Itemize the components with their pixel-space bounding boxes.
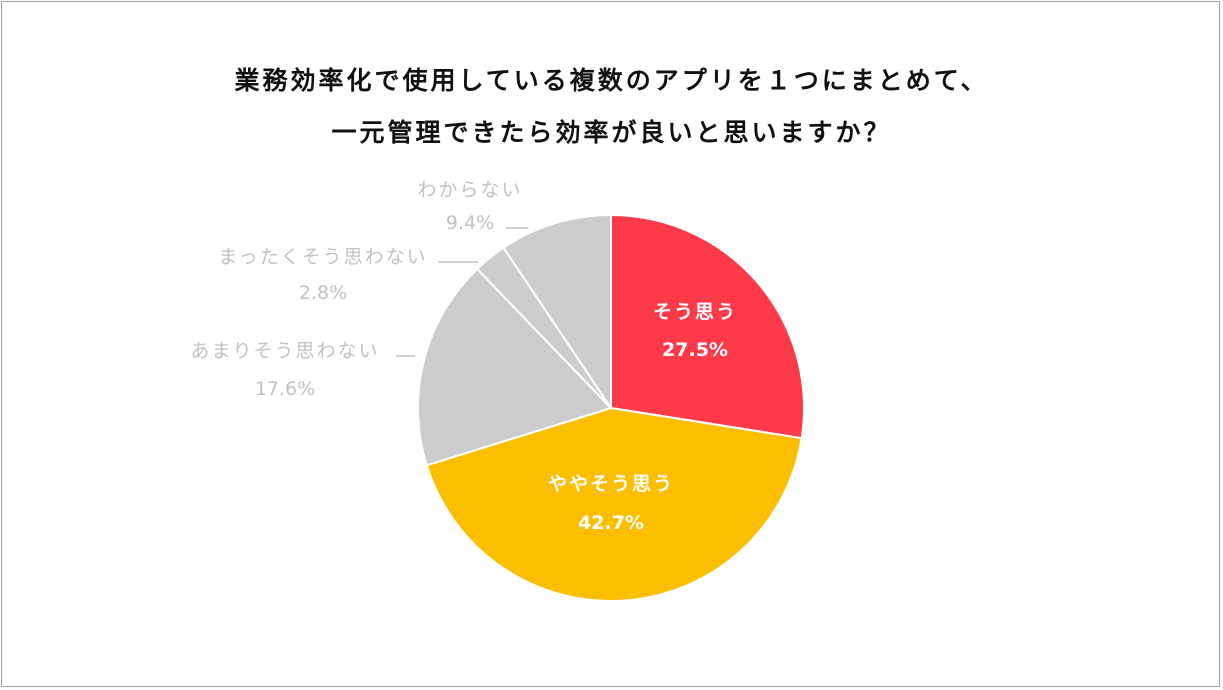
slice-label-amari-sou-omowanai: あまりそう思わない <box>190 340 379 362</box>
slice-value-amari-sou-omowanai: 17.6% <box>255 378 315 400</box>
chart-title-line-2: 一元管理できたら効率が良いと思いますか？ <box>331 118 892 147</box>
pie-slice-wakaranai <box>502 214 612 409</box>
slice-value-sou-omou: 27.5% <box>662 339 728 361</box>
slice-label-sou-omou: そう思う <box>653 301 737 323</box>
slice-value-mattaku-sou-omowanai: 2.8% <box>299 282 347 304</box>
slice-label-wakaranai: わからない <box>417 179 522 201</box>
slice-value-wakaranai: 9.4% <box>446 212 494 234</box>
slice-value-yaya-sou-omou: 42.7% <box>578 512 644 534</box>
slice-label-mattaku-sou-omowanai: まったくそう思わない <box>218 246 427 268</box>
slice-label-yaya-sou-omou: ややそう思う <box>548 473 674 495</box>
pie-slice-amari-sou-omowanai <box>417 267 612 467</box>
chart-title-line-1: 業務効率化で使用している複数のアプリを１つにまとめて、 <box>234 66 989 95</box>
pie-slice-sou-omou <box>610 214 805 440</box>
pie-slice-yaya-sou-omou <box>425 407 803 602</box>
